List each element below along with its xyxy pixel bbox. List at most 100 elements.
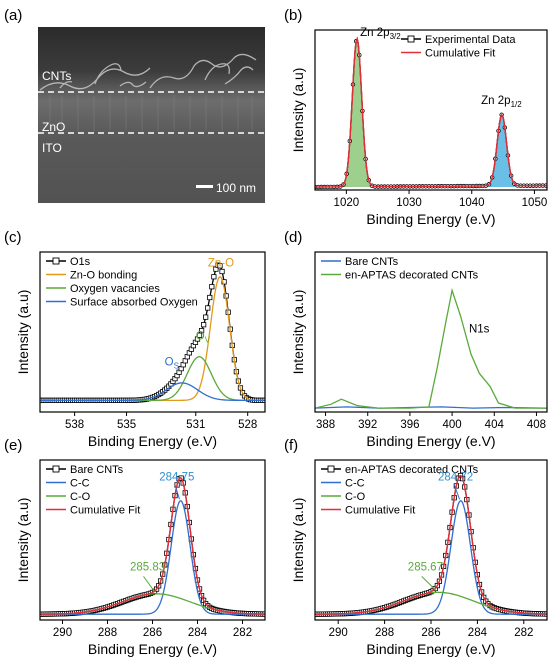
annotation-arrow-cc	[174, 484, 180, 500]
peak-annotation: N1s	[469, 324, 490, 336]
legend-entry: Bare CNTs	[70, 464, 124, 476]
panel-c: (c) 538 535 531 528 Binding Energy (e.V) Inten…	[4, 229, 266, 449]
fit-overlay-f	[315, 474, 547, 615]
legend-entry: Cumulative Fit	[425, 48, 495, 60]
peak-annotation: 284.75	[159, 471, 194, 483]
legend-entry: Experimental Data	[425, 34, 516, 46]
plot-area-e	[40, 475, 265, 617]
x-axis-label-e: Binding Energy (e.V)	[88, 641, 217, 657]
x-tick-label-e: 290	[53, 627, 72, 639]
x-tick-label-d: 396	[400, 419, 419, 431]
plot-area-d	[315, 287, 547, 409]
peak-annotation: Zn 2p3/2	[360, 27, 401, 41]
plot-area-b	[315, 36, 547, 190]
data-point	[211, 274, 217, 280]
x-tick-label-c: 538	[65, 419, 84, 431]
legend-b: Experimental Data Cumulative Fit	[401, 34, 516, 60]
fit-overlay-e	[40, 477, 265, 615]
data-point	[207, 294, 213, 301]
series-c-zn-o-bonding	[40, 275, 265, 402]
panel-d: (d) 388 392 396 400 404 408 Binding Energy (e.V…	[284, 229, 548, 449]
sem-zno-texture	[49, 95, 253, 131]
panel-a: (a) CNTs ZnO ITO 10	[4, 7, 265, 203]
sem-cnt-texture	[39, 53, 257, 91]
legend-d: Bare CNTs en-APTAS decorated CNTs	[321, 256, 479, 282]
data-point	[219, 268, 225, 275]
y-axis-label-e: Intensity (a.u)	[15, 498, 31, 583]
data-point	[198, 328, 205, 334]
legend-entry: Surface absorbed Oxygen	[70, 297, 198, 309]
y-axis-label-f: Intensity (a.u)	[290, 498, 306, 583]
x-tick-label-d: 404	[485, 419, 505, 431]
legend-entry: C-O	[70, 491, 91, 503]
series-e-c-c	[40, 500, 265, 615]
x-tick-label-b: 1020	[334, 197, 360, 209]
x-tick-label-d: 388	[316, 419, 335, 431]
sem-layer-ito: ITO	[42, 141, 62, 155]
y-axis-label-b: Intensity (a.u)	[290, 68, 306, 153]
peak-annotation: 284.72	[438, 471, 473, 483]
data-point	[217, 263, 223, 269]
data-point	[201, 322, 207, 328]
x-axis-label-c: Binding Energy (e.V)	[88, 433, 217, 449]
x-tick-label-c: 531	[186, 419, 205, 431]
data-point	[209, 284, 215, 290]
legend-marker	[52, 465, 60, 473]
x-tick-label-b: 1040	[459, 197, 485, 209]
x-tick-label-f: 286	[421, 627, 440, 639]
x-axis-label-f: Binding Energy (e.V)	[366, 641, 495, 657]
sem-layer-zno: ZnO	[42, 120, 65, 134]
peak-annotation: OV	[196, 330, 211, 344]
legend-entry: Oxygen vacancies	[70, 283, 160, 295]
legend-marker	[407, 35, 415, 43]
sem-scale-label: 100 nm	[216, 181, 256, 195]
panel-e: (e) 290 288 286 284 282 Binding Energy (e.V) In…	[4, 437, 266, 657]
peak-fill-b-0	[338, 38, 376, 188]
series-f-c-c	[315, 499, 547, 615]
sem-scale-bar	[196, 185, 213, 188]
legend-entry: Cumulative Fit	[70, 505, 140, 517]
peak-annotation: OS	[165, 356, 179, 370]
y-axis-label-d: Intensity (a.u)	[290, 290, 306, 375]
panel-label-d: (d)	[284, 229, 302, 246]
legend-entry: Cumulative Fit	[345, 505, 415, 517]
x-tick-label-e: 286	[143, 627, 162, 639]
axes-frame-d	[314, 251, 548, 413]
x-tick-label-f: 288	[375, 627, 394, 639]
x-tick-label-d: 400	[442, 419, 461, 431]
x-tick-label-f: 282	[514, 627, 533, 639]
x-axis-label-d: Binding Energy (e.V)	[366, 433, 495, 449]
peak-annotation: 285.83	[130, 562, 165, 574]
annotation-arrow-co	[143, 576, 155, 592]
sem-image	[38, 27, 265, 203]
panel-label-b: (b)	[284, 7, 302, 24]
x-tick-label-d: 392	[358, 419, 377, 431]
series-c-oxygen-vacancies	[40, 356, 265, 402]
legend-entry: Zn-O bonding	[70, 270, 137, 282]
data-point	[205, 305, 211, 311]
legend-entry: en-APTAS decorated CNTs	[345, 270, 479, 282]
annotation-arrow-cc	[453, 484, 461, 500]
panel-f: (f) 290 288 286 284 282 Binding Energy (e.V) In…	[284, 437, 548, 657]
y-axis-label-c: Intensity (a.u)	[15, 290, 31, 375]
x-tick-label-e: 288	[98, 627, 117, 639]
legend-entry: O1s	[70, 256, 91, 268]
x-tick-label-b: 1050	[522, 197, 548, 209]
annotation-arrow-co	[421, 576, 437, 592]
legend-marker	[327, 465, 335, 473]
data-point	[221, 279, 227, 285]
plot-area-c	[40, 262, 265, 403]
panel-label-f: (f)	[284, 437, 298, 454]
panel-label-a: (a)	[4, 7, 22, 24]
legend-entry: C-O	[345, 491, 366, 503]
series-c-surface-absorbed-oxygen	[40, 382, 265, 402]
fit-overlay-b	[315, 36, 547, 188]
legend-e: Bare CNTs C-CC-O Cumulative Fit	[46, 464, 140, 517]
legend-f: en-APTAS decorated CNTs C-CC-O Cumulative …	[321, 464, 479, 517]
plot-area-f	[315, 472, 547, 617]
x-tick-label-f: 290	[329, 627, 348, 639]
peak-annotation: 285.67	[408, 562, 443, 574]
data-point	[203, 314, 209, 320]
peak-fill-b-1	[483, 115, 521, 188]
